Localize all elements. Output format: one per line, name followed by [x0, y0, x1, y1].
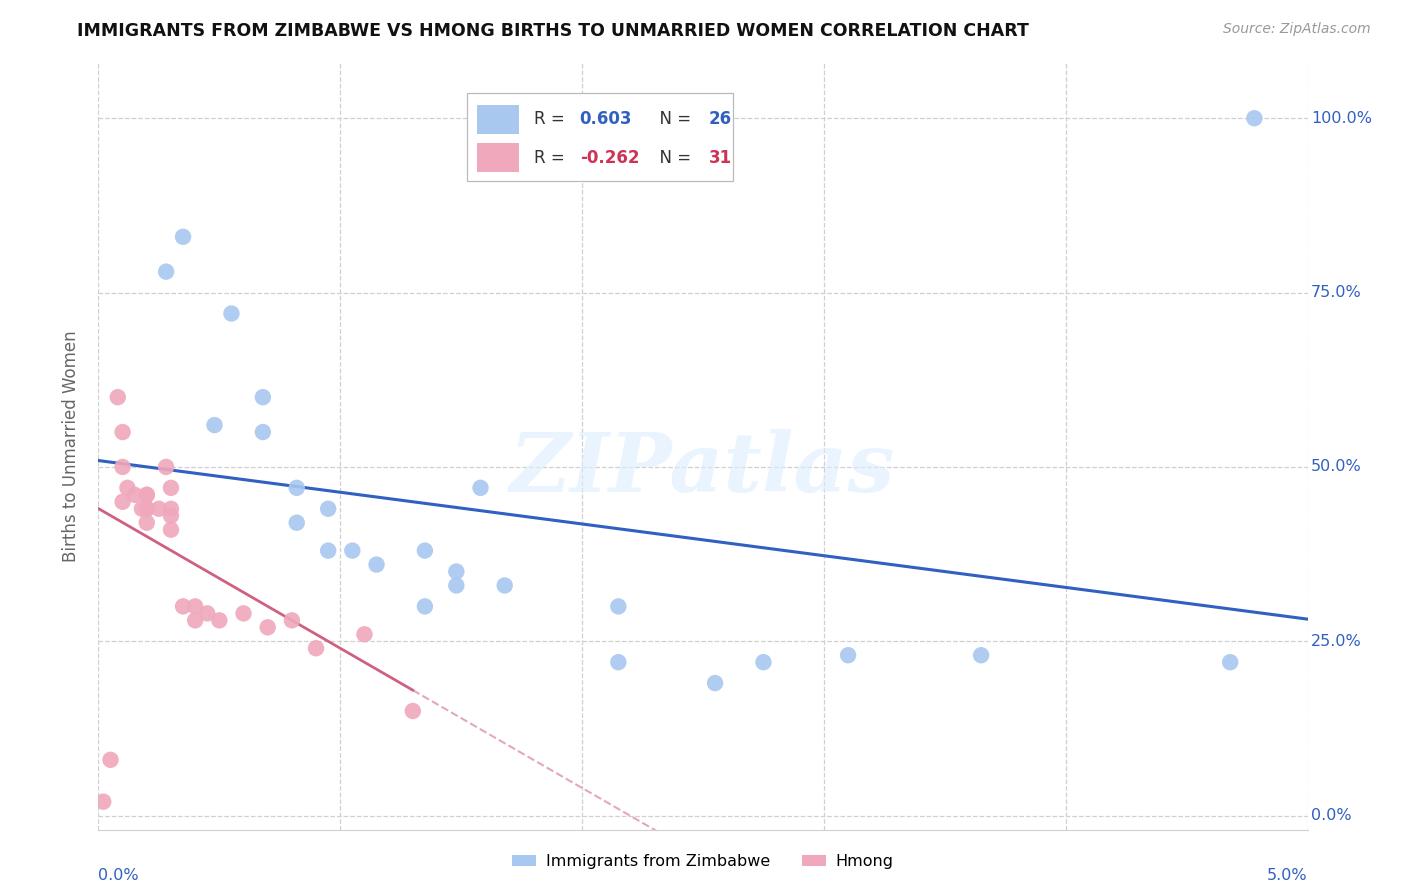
Point — [204, 418, 226, 433]
Point — [285, 516, 308, 530]
Point — [366, 558, 388, 572]
Text: N =: N = — [648, 111, 696, 128]
Point — [970, 648, 993, 663]
Point — [172, 599, 194, 614]
Point — [342, 543, 364, 558]
Point — [305, 641, 328, 656]
Point — [111, 459, 134, 474]
Point — [160, 481, 183, 495]
Point — [1243, 112, 1265, 126]
Point — [124, 488, 146, 502]
Point — [155, 459, 177, 474]
Point — [111, 425, 134, 439]
Text: 0.603: 0.603 — [579, 111, 633, 128]
Point — [316, 543, 339, 558]
Text: Source: ZipAtlas.com: Source: ZipAtlas.com — [1223, 22, 1371, 37]
Point — [494, 578, 516, 592]
Point — [184, 599, 207, 614]
Point — [160, 508, 183, 523]
Point — [252, 425, 274, 439]
Point — [91, 795, 114, 809]
Point — [135, 488, 157, 502]
Point — [135, 516, 157, 530]
Text: 26: 26 — [709, 111, 733, 128]
Point — [402, 704, 425, 718]
Point — [413, 543, 436, 558]
Bar — [477, 143, 519, 172]
Legend: Immigrants from Zimbabwe, Hmong: Immigrants from Zimbabwe, Hmong — [506, 847, 900, 875]
Point — [135, 501, 157, 516]
Text: 75.0%: 75.0% — [1312, 285, 1362, 300]
Point — [281, 613, 304, 627]
Point — [135, 501, 157, 516]
Text: 100.0%: 100.0% — [1312, 111, 1372, 126]
Point — [195, 607, 218, 621]
Point — [256, 620, 278, 634]
Point — [208, 613, 231, 627]
Point — [184, 613, 207, 627]
Text: 50.0%: 50.0% — [1312, 459, 1362, 475]
Point — [316, 501, 339, 516]
Point — [160, 523, 183, 537]
Point — [107, 390, 129, 404]
Point — [704, 676, 727, 690]
Point — [148, 501, 170, 516]
Point — [1219, 655, 1241, 669]
Y-axis label: Births to Unmarried Women: Births to Unmarried Women — [62, 330, 80, 562]
Text: R =: R = — [534, 111, 569, 128]
Point — [252, 390, 274, 404]
Point — [135, 488, 157, 502]
Bar — [477, 104, 519, 134]
Point — [155, 265, 177, 279]
Point — [752, 655, 775, 669]
Point — [353, 627, 375, 641]
Point — [131, 501, 153, 516]
Point — [607, 655, 630, 669]
Point — [837, 648, 859, 663]
Text: 31: 31 — [709, 149, 733, 167]
Point — [285, 481, 308, 495]
Text: N =: N = — [648, 149, 696, 167]
Text: ZIPatlas: ZIPatlas — [510, 429, 896, 509]
Point — [111, 495, 134, 509]
Text: 25.0%: 25.0% — [1312, 634, 1362, 648]
Point — [221, 306, 243, 320]
Text: IMMIGRANTS FROM ZIMBABWE VS HMONG BIRTHS TO UNMARRIED WOMEN CORRELATION CHART: IMMIGRANTS FROM ZIMBABWE VS HMONG BIRTHS… — [77, 22, 1029, 40]
Point — [446, 565, 468, 579]
Point — [446, 578, 468, 592]
Point — [607, 599, 630, 614]
Point — [470, 481, 492, 495]
Point — [117, 481, 139, 495]
Text: R =: R = — [534, 149, 569, 167]
Point — [413, 599, 436, 614]
Point — [160, 501, 183, 516]
Point — [100, 753, 122, 767]
Text: -0.262: -0.262 — [579, 149, 640, 167]
FancyBboxPatch shape — [467, 93, 734, 181]
Point — [232, 607, 254, 621]
Point — [172, 229, 194, 244]
Text: 0.0%: 0.0% — [1312, 808, 1351, 823]
Text: 0.0%: 0.0% — [98, 868, 139, 883]
Text: 5.0%: 5.0% — [1267, 868, 1308, 883]
